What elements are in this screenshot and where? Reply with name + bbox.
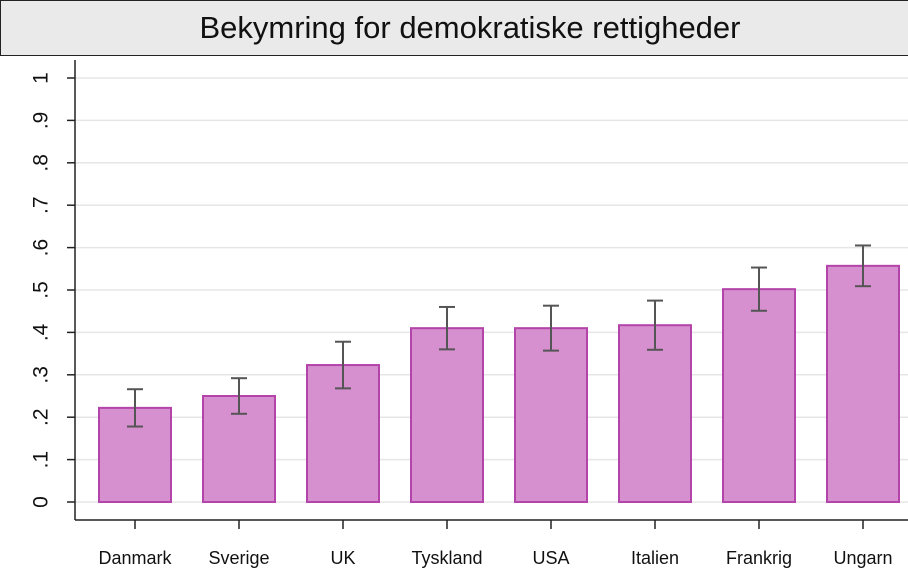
y-tick-label: .6 — [30, 239, 53, 257]
y-tick-label: 1 — [30, 72, 53, 84]
bar — [514, 327, 588, 503]
bar — [618, 324, 692, 503]
x-tick-label: UK — [330, 548, 355, 568]
bar — [410, 327, 484, 503]
y-tick-label: .8 — [30, 154, 53, 172]
y-tick-label: .3 — [30, 366, 53, 384]
x-tick-label: Frankrig — [726, 548, 792, 568]
x-tick-label: Danmark — [98, 548, 172, 568]
y-tick-label: .2 — [30, 408, 53, 426]
x-tick-label: USA — [532, 548, 569, 568]
x-tick-label: Ungarn — [833, 548, 892, 568]
bar — [722, 288, 796, 504]
x-tick-label: Tyskland — [411, 548, 482, 568]
x-tick-label: Italien — [631, 548, 679, 568]
y-tick-label: .4 — [30, 323, 53, 341]
x-tick-label: Sverige — [208, 548, 269, 568]
y-tick-label: 0 — [30, 496, 53, 508]
y-tick-label: .9 — [30, 112, 53, 130]
chart-title: Bekymring for demokratiske rettigheder — [199, 10, 740, 45]
bar — [826, 264, 900, 503]
y-tick-label: .7 — [30, 196, 53, 214]
y-tick-label: .1 — [30, 451, 53, 469]
title-bar — [0, 0, 908, 56]
y-tick-label: .5 — [30, 281, 53, 299]
